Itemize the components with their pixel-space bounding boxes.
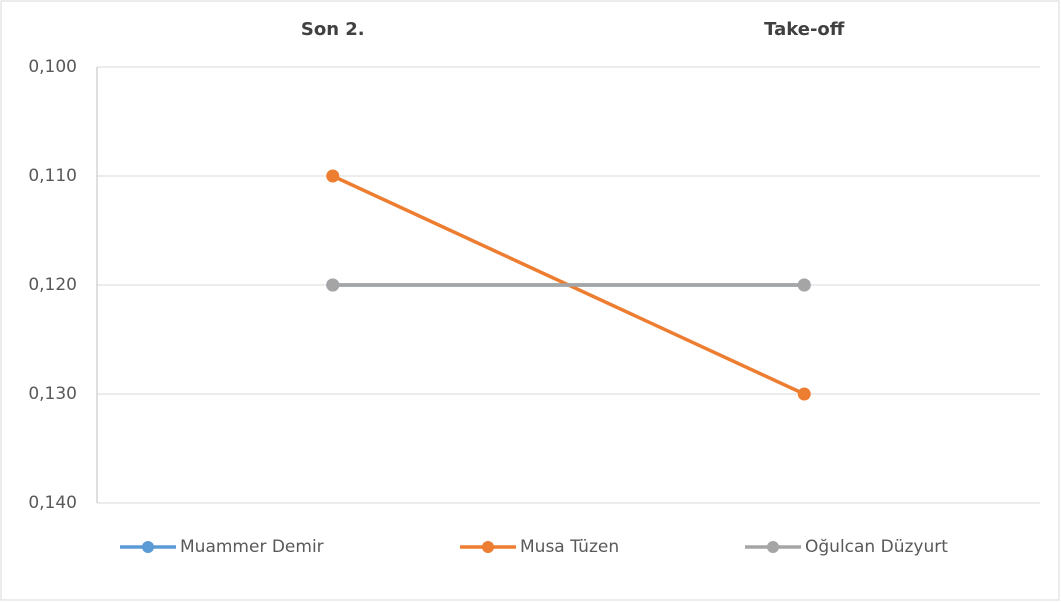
legend-marker	[767, 541, 779, 553]
y-tick-label: 0,100	[28, 57, 77, 77]
legend-marker	[482, 541, 494, 553]
x-tick-label: Take-off	[764, 19, 845, 40]
point	[797, 278, 811, 292]
point	[797, 387, 811, 401]
y-tick-label: 0,130	[28, 384, 77, 404]
y-tick-label: 0,120	[28, 275, 77, 295]
y-tick-label: 0,110	[28, 166, 77, 186]
legend-marker	[142, 541, 154, 553]
x-tick-label: Son 2.	[301, 19, 365, 40]
legend-label: Musa Tüzen	[520, 537, 619, 557]
legend-label: Muammer Demir	[180, 537, 324, 557]
legend-label: Oğulcan Düzyurt	[805, 537, 948, 557]
y-tick-label: 0,140	[28, 493, 77, 513]
point	[326, 278, 340, 292]
point	[326, 169, 340, 183]
